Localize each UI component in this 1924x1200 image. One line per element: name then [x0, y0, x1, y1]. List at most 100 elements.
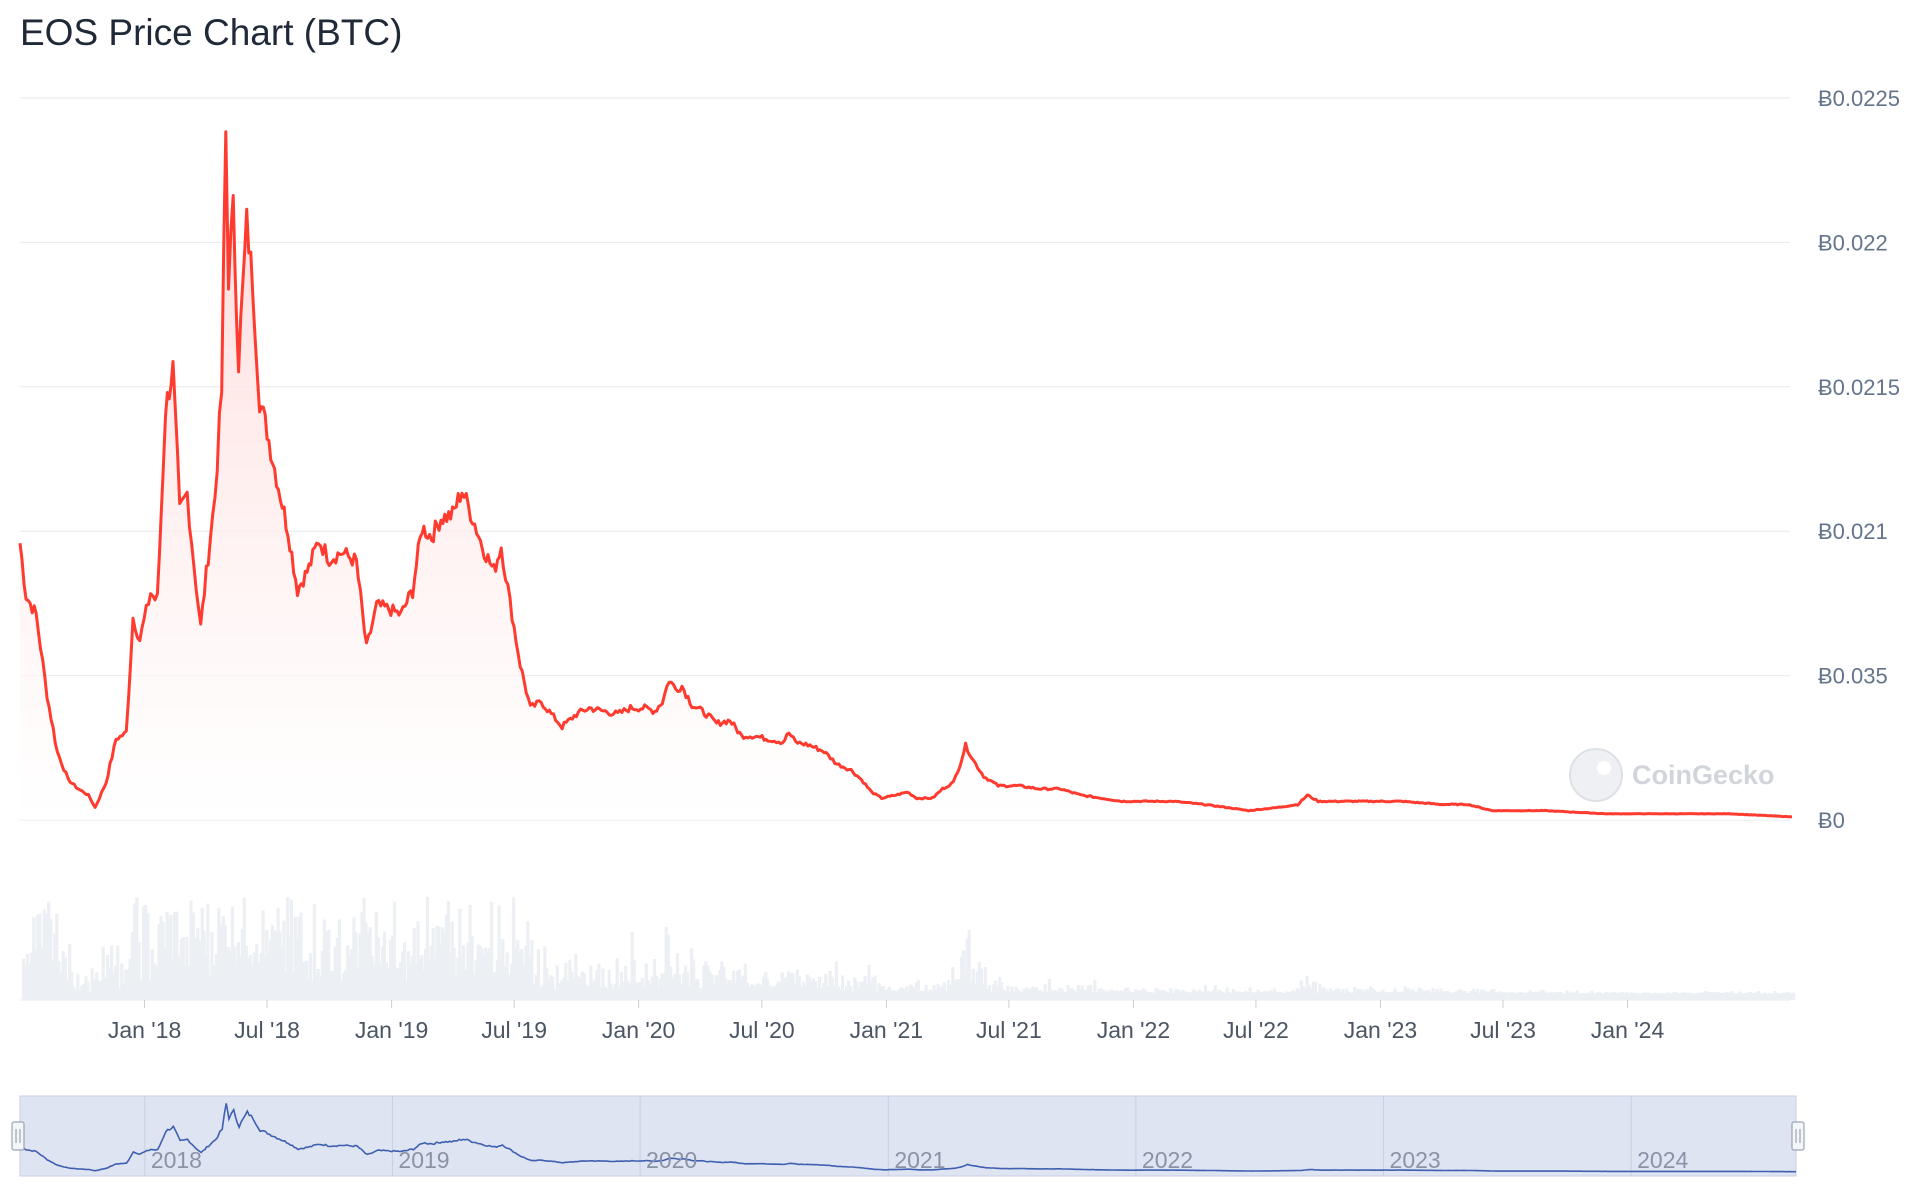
chart-title: EOS Price Chart (BTC) — [20, 12, 403, 53]
volume-bar — [1684, 992, 1688, 1000]
volume-bar — [318, 976, 322, 1000]
volume-bar — [1473, 991, 1478, 1000]
volume-bar — [200, 907, 204, 1000]
volume-bar — [1620, 992, 1625, 1000]
navigator-right-handle[interactable] — [1791, 1121, 1805, 1151]
volume-bar — [380, 947, 384, 1000]
volume-bar — [268, 939, 273, 1000]
volume-bar — [1244, 991, 1248, 1000]
volume-bar — [788, 973, 793, 1000]
navigator-background[interactable] — [19, 1095, 1797, 1177]
volume-bar — [675, 953, 680, 1000]
volume-bar — [638, 981, 642, 1000]
volume-bar — [120, 963, 124, 1000]
volume-bar — [1060, 988, 1064, 1000]
volume-bar — [456, 957, 460, 1000]
volume-bar — [733, 983, 738, 1000]
x-tick-label: Jul '19 — [481, 1017, 547, 1043]
volume-bar — [124, 969, 128, 1000]
volume-bar — [135, 897, 139, 1000]
volume-bar — [591, 981, 595, 1000]
volume-bar — [230, 906, 234, 1000]
volume-bar — [59, 972, 63, 1000]
volume-bar — [499, 959, 503, 1000]
volume-bar — [422, 970, 426, 1000]
volume-bar — [1724, 992, 1728, 1000]
volume-bar — [532, 983, 536, 1000]
volume-bar — [1463, 990, 1467, 1000]
navigator[interactable]: 2018 2019 2020 2021 2022 2023 2024 — [11, 1095, 1805, 1177]
volume-bar — [1510, 992, 1514, 1000]
volume-bar — [1655, 993, 1659, 1000]
volume-bar — [615, 958, 619, 1000]
volume-bar — [936, 984, 940, 1000]
volume-bar — [86, 981, 90, 1000]
volume-bar — [1233, 991, 1237, 1000]
volume-bar — [501, 938, 505, 1000]
volume-bar — [148, 981, 152, 1000]
volume-bar — [514, 948, 518, 1000]
volume-bar — [171, 958, 175, 1000]
volume-bar — [851, 991, 855, 1000]
volume-bar — [462, 945, 466, 1000]
volume-bar — [609, 983, 613, 1000]
volume-bar — [760, 984, 764, 1000]
x-tick-label: Jul '20 — [729, 1017, 795, 1043]
volume-bar — [36, 914, 40, 1000]
volume-bar — [1305, 975, 1309, 1000]
volume-bar — [1419, 988, 1423, 1000]
volume-bar — [78, 989, 82, 1000]
navigator-left-handle[interactable] — [11, 1121, 25, 1151]
volume-bar — [735, 970, 739, 1000]
volume-bar — [845, 986, 849, 1000]
volume-bar — [526, 921, 530, 1000]
volume-bar — [196, 928, 200, 1000]
volume-bar — [1755, 992, 1759, 1000]
volume-bar — [1431, 987, 1435, 1000]
price-line-group[interactable] — [18, 130, 1793, 819]
volume-bar — [953, 980, 957, 1000]
volume-bar — [38, 913, 42, 1000]
volume-bar — [1590, 990, 1594, 1000]
volume-bar — [1542, 991, 1547, 1000]
volume-bar — [390, 935, 395, 1000]
volume-bar — [1160, 989, 1165, 1000]
volume-bar — [1242, 992, 1246, 1000]
volume-bar — [1309, 988, 1313, 1000]
volume-bar — [1387, 992, 1391, 1000]
volume-bar — [236, 942, 240, 1000]
volume-bar — [1614, 992, 1618, 1000]
volume-bar — [1347, 991, 1351, 1000]
volume-bar — [903, 990, 907, 1000]
volume-bar — [1193, 990, 1197, 1000]
volume-bar — [1289, 991, 1293, 1000]
volume-bar — [1377, 991, 1381, 1000]
volume-bar — [157, 924, 161, 1000]
volume-bar — [335, 938, 339, 1000]
volume-bar — [1437, 991, 1441, 1000]
volume-bar — [539, 988, 543, 1000]
volume-bar — [1592, 993, 1596, 1000]
volume-bar — [524, 945, 528, 1000]
volume-bar — [916, 980, 920, 1000]
watermark-text: CoinGecko — [1632, 760, 1775, 790]
volume-bar — [841, 975, 845, 1000]
volume-bar — [1343, 992, 1347, 1000]
volume-bar — [284, 971, 288, 1000]
price-area — [20, 131, 1792, 821]
volume-bar — [682, 973, 686, 1000]
volume-bar — [1086, 985, 1091, 1000]
x-tick-label: Jan '22 — [1097, 1017, 1170, 1043]
price-line[interactable] — [18, 130, 1793, 819]
volume-bar — [431, 928, 435, 1000]
y-tick-label: Ƀ0.022 — [1818, 230, 1888, 255]
volume-bar — [55, 914, 59, 1000]
volume-bar — [240, 929, 244, 1000]
volume-bar — [468, 904, 472, 1000]
volume-bar — [61, 951, 65, 1000]
volume-bar — [873, 975, 877, 1000]
volume-bar — [327, 929, 331, 1000]
volume-bar — [1744, 993, 1748, 1000]
volume-bar — [1256, 989, 1260, 1000]
